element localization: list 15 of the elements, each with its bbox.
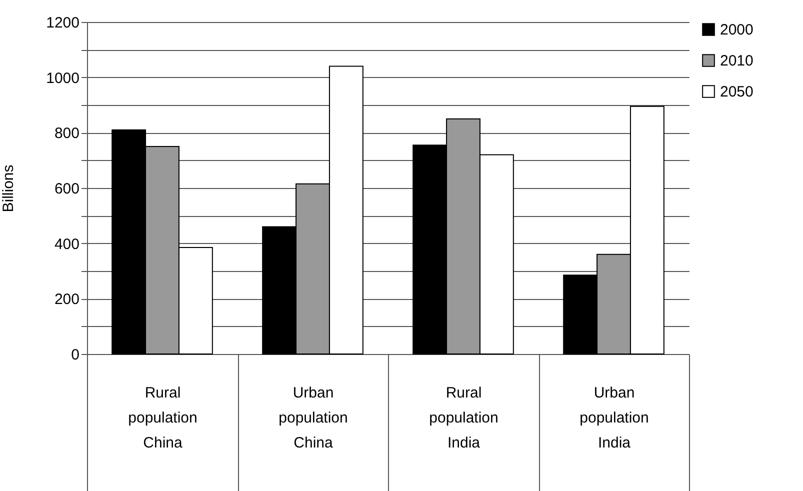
y-tick-label: 400 — [54, 236, 80, 253]
x-tick-label: Rural population India — [429, 384, 498, 452]
y-tick-label: 800 — [54, 125, 80, 142]
y-tick-label: 200 — [54, 291, 80, 308]
legend-label: 2050 — [720, 84, 754, 100]
y-tick-label: 600 — [54, 180, 80, 198]
y-tick-label: 1200 — [46, 14, 80, 32]
x-tick-label: Urban population India — [580, 384, 649, 452]
x-tick-label: Urban population China — [278, 384, 348, 452]
legend-label: 2000 — [720, 22, 754, 38]
y-tick-label: 0 — [71, 346, 80, 364]
x-tick-label: Rural population China — [128, 384, 198, 452]
y-axis-title: Billions — [0, 164, 18, 212]
y-tick-label: 1000 — [46, 70, 80, 87]
legend-label: 2010 — [720, 52, 754, 70]
